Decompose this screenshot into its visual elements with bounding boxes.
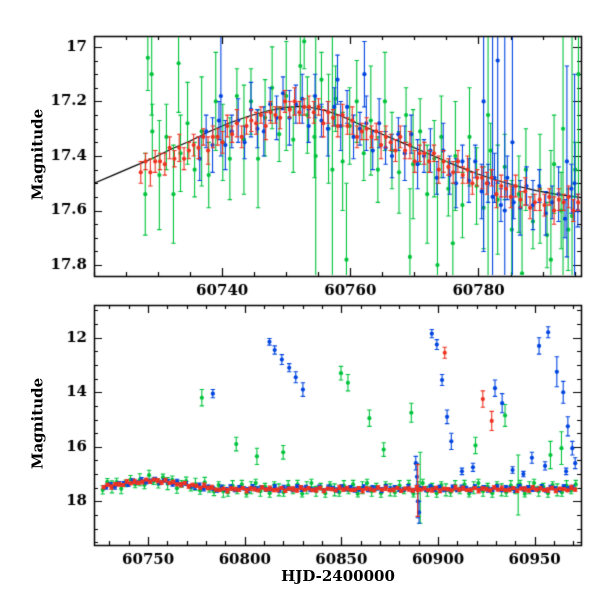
x-axis-label: HJD-2400000: [281, 567, 395, 585]
bottom-y-axis-label: Magnitude: [28, 377, 47, 470]
top-y-axis-label: Magnitude: [28, 108, 47, 201]
